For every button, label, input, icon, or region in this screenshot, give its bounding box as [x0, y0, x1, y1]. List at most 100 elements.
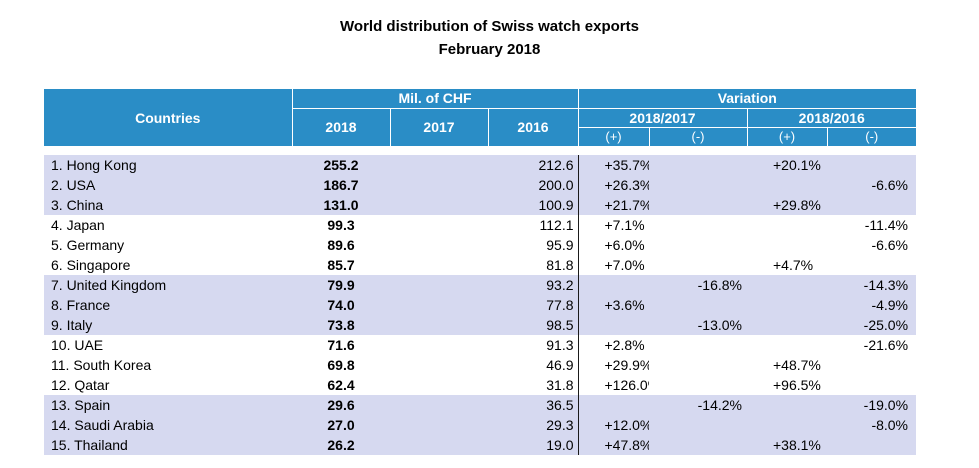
variation-2018-2016-plus-cell: [747, 235, 827, 255]
value-2018-cell: 62.4: [292, 375, 390, 395]
country-cell: 12. Qatar: [44, 375, 292, 395]
variation-2018-2017-minus-cell: -14.2%: [649, 395, 747, 415]
value-2016-cell: 29.3: [488, 415, 579, 435]
variation-2018-2016-plus-cell: [747, 335, 827, 355]
variation-2018-2017-plus-cell: +47.8%: [578, 435, 649, 455]
value-2016-cell: 200.0: [488, 175, 579, 195]
variation-2018-2017-plus-cell: +35.7%: [578, 155, 649, 175]
variation-2018-2017-minus-cell: [649, 255, 747, 275]
variation-2018-2016-minus-cell: [827, 435, 917, 455]
variation-2018-2016-minus-cell: -19.0%: [827, 395, 917, 415]
variation-2018-2016-minus-cell: -6.6%: [827, 235, 917, 255]
variation-2018-2017-minus-cell: [649, 175, 747, 195]
variation-2018-2017-minus-cell: -16.8%: [649, 275, 747, 295]
variation-2018-2016-minus-cell: -8.0%: [827, 415, 917, 435]
table-title: World distribution of Swiss watch export…: [340, 18, 639, 35]
country-cell: 2. USA: [44, 175, 292, 195]
value-2017-cell: 147.8: [390, 175, 488, 195]
value-2017-cell: 27.6*: [390, 375, 488, 395]
variation-2018-2016-plus-cell: +20.1%: [747, 155, 827, 175]
value-2017-cell: 34.5*: [390, 395, 488, 415]
variation-2018-2017-plus-cell: +12.0%: [578, 415, 649, 435]
country-cell: 3. China: [44, 195, 292, 215]
value-2017-cell: 84.5: [390, 235, 488, 255]
variation-2018-2016-plus-cell: [747, 215, 827, 235]
value-2018-cell: 29.6: [292, 395, 390, 415]
country-cell: 15. Thailand: [44, 435, 292, 455]
header-variation: Variation: [577, 89, 917, 109]
value-2016-cell: 112.1: [488, 215, 579, 235]
value-2018-cell: 89.6: [292, 235, 390, 255]
variation-2018-2017-plus-cell: +7.0%: [578, 255, 649, 275]
variation-2018-2017-minus-cell: [649, 295, 747, 315]
header-minus: (-): [648, 127, 747, 146]
value-2017-cell: 96.0*: [390, 275, 488, 295]
value-2016-cell: 46.9: [488, 355, 579, 375]
value-2016-cell: 81.8: [488, 255, 579, 275]
value-2017-cell: 24.1: [390, 415, 488, 435]
value-2018-cell: 69.8: [292, 355, 390, 375]
value-2016-cell: 31.8: [488, 375, 579, 395]
value-2017-cell: 17.7: [390, 435, 488, 455]
country-cell: 9. Italy: [44, 315, 292, 335]
variation-2018-2017-plus-cell: +26.3%: [578, 175, 649, 195]
variation-2018-2016-plus-cell: +4.7%: [747, 255, 827, 275]
value-2016-cell: 93.2: [488, 275, 579, 295]
header-variation-2018-2017: 2018/2017: [577, 108, 747, 128]
value-2016-cell: 36.5: [488, 395, 579, 415]
variation-2018-2016-plus-cell: [747, 275, 827, 295]
variation-2018-2017-minus-cell: [649, 415, 747, 435]
country-cell: 11. South Korea: [44, 355, 292, 375]
header-minus: (-): [826, 127, 917, 146]
country-cell: 8. France: [44, 295, 292, 315]
variation-2018-2017-minus-cell: [649, 235, 747, 255]
value-2018-cell: 85.7: [292, 255, 390, 275]
variation-2018-2016-minus-cell: -11.4%: [827, 215, 917, 235]
value-2018-cell: 186.7: [292, 175, 390, 195]
value-2017-cell: 53.7: [390, 355, 488, 375]
variation-2018-2017-plus-cell: +6.0%: [578, 235, 649, 255]
variation-2018-2016-minus-cell: [827, 375, 917, 395]
value-2016-cell: 98.5: [488, 315, 579, 335]
variation-2018-2016-minus-cell: -21.6%: [827, 335, 917, 355]
value-2017-cell: 107.7: [390, 195, 488, 215]
header-variation-2018-2016: 2018/2016: [746, 108, 917, 128]
variation-2018-2017-minus-cell: [649, 375, 747, 395]
country-cell: 13. Spain: [44, 395, 292, 415]
variation-2018-2016-plus-cell: [747, 175, 827, 195]
variation-2018-2017-plus-cell: +2.8%: [578, 335, 649, 355]
value-2018-cell: 79.9: [292, 275, 390, 295]
value-2016-cell: 212.6: [488, 155, 579, 175]
variation-2018-2016-minus-cell: -25.0%: [827, 315, 917, 335]
value-2016-cell: 91.3: [488, 335, 579, 355]
variation-2018-2017-plus-cell: [578, 395, 649, 415]
header-plus: (+): [746, 127, 827, 146]
variation-2018-2017-minus-cell: [649, 335, 747, 355]
variation-2018-2017-plus-cell: +7.1%: [578, 215, 649, 235]
variation-2018-2016-minus-cell: [827, 155, 917, 175]
value-2017-cell: 71.4*: [390, 295, 488, 315]
value-2018-cell: 131.0: [292, 195, 390, 215]
value-2017-cell: 80.0: [390, 255, 488, 275]
country-cell: 5. Germany: [44, 235, 292, 255]
variation-2018-2016-minus-cell: [827, 255, 917, 275]
header-mil-chf: Mil. of CHF: [291, 89, 578, 109]
value-2018-cell: 99.3: [292, 215, 390, 235]
value-2018-cell: 255.2: [292, 155, 390, 175]
value-2016-cell: 77.8: [488, 295, 579, 315]
variation-2018-2017-plus-cell: +29.9%: [578, 355, 649, 375]
variation-2018-2016-plus-cell: [747, 395, 827, 415]
variation-2018-2017-plus-cell: [578, 315, 649, 335]
country-cell: 6. Singapore: [44, 255, 292, 275]
value-2018-cell: 73.8: [292, 315, 390, 335]
header-plus: (+): [577, 127, 649, 146]
